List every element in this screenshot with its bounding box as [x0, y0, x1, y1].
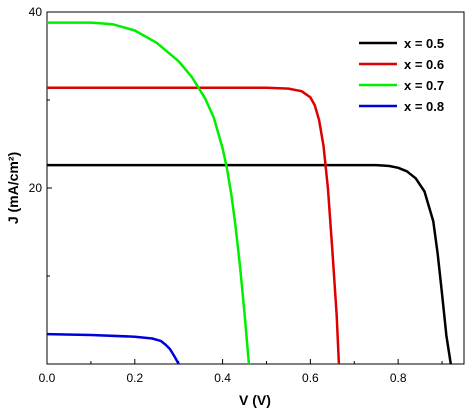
series-line-4 — [46, 332, 180, 365]
x-axis-title: V (V) — [239, 392, 271, 408]
plot-frame — [46, 11, 465, 365]
legend-label-1: x = 0.5 — [404, 36, 444, 51]
series-line-2 — [47, 86, 341, 365]
x-tick-label: 0.0 — [39, 371, 56, 385]
y-tick-label: 40 — [29, 5, 43, 19]
y-axis-title: J (mA/cm²) — [5, 152, 21, 224]
series-line-1 — [47, 163, 453, 365]
y-tick-label: 20 — [29, 181, 43, 195]
series-line-3 — [47, 21, 251, 365]
legend-label-3: x = 0.7 — [404, 78, 444, 93]
x-axis-ticks: 0.0 0.2 0.4 0.6 0.8 — [39, 359, 443, 385]
series-lines — [46, 21, 453, 365]
legend-label-4: x = 0.8 — [404, 99, 444, 114]
x-tick-label: 0.8 — [390, 371, 407, 385]
x-tick-label: 0.4 — [214, 371, 231, 385]
x-tick-label: 0.6 — [302, 371, 319, 385]
legend-label-2: x = 0.6 — [404, 57, 444, 72]
legend: x = 0.5 x = 0.6 x = 0.7 x = 0.8 — [359, 36, 444, 114]
x-tick-label: 0.2 — [126, 371, 143, 385]
